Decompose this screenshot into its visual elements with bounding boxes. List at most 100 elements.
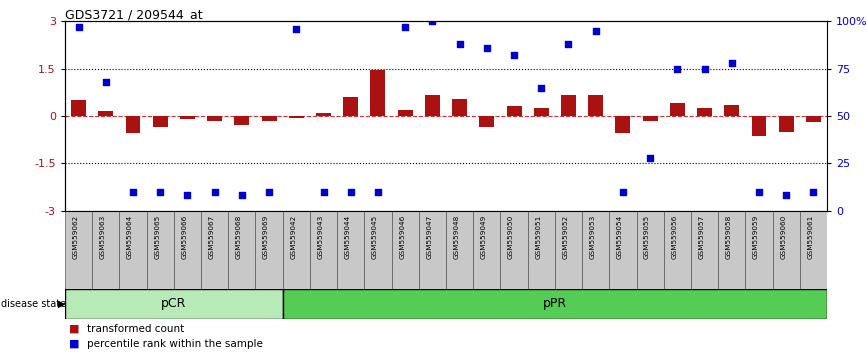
Bar xyxy=(235,116,249,125)
Bar xyxy=(282,211,310,289)
Bar xyxy=(316,113,331,116)
Bar xyxy=(452,98,467,116)
Bar xyxy=(561,96,576,116)
Point xyxy=(262,189,276,194)
Text: GSM559051: GSM559051 xyxy=(535,215,541,259)
Bar xyxy=(180,116,195,119)
Bar xyxy=(288,116,304,118)
Bar xyxy=(669,103,685,116)
Point xyxy=(180,193,194,198)
Point xyxy=(398,24,412,30)
Point xyxy=(480,45,494,51)
Bar xyxy=(588,96,603,116)
Point xyxy=(289,26,303,32)
Bar xyxy=(71,100,86,116)
Text: GSM559064: GSM559064 xyxy=(127,215,133,259)
Bar xyxy=(582,211,610,289)
Bar xyxy=(391,211,419,289)
Point xyxy=(126,189,140,194)
Text: GSM559069: GSM559069 xyxy=(263,215,269,259)
Text: GSM559055: GSM559055 xyxy=(644,215,650,259)
Text: GSM559047: GSM559047 xyxy=(426,215,432,259)
Text: GSM559056: GSM559056 xyxy=(671,215,677,259)
Bar xyxy=(663,211,691,289)
Text: disease state: disease state xyxy=(1,298,66,309)
Point xyxy=(698,66,712,72)
Point xyxy=(208,189,222,194)
Text: transformed count: transformed count xyxy=(87,324,184,333)
Point xyxy=(779,193,793,198)
Bar xyxy=(397,110,412,116)
Text: ■: ■ xyxy=(69,339,80,349)
Text: GSM559067: GSM559067 xyxy=(209,215,215,259)
Bar xyxy=(746,211,772,289)
Text: GDS3721 / 209544_at: GDS3721 / 209544_at xyxy=(65,8,203,21)
Text: percentile rank within the sample: percentile rank within the sample xyxy=(87,339,262,349)
Bar xyxy=(555,211,582,289)
Bar xyxy=(643,116,657,121)
Point xyxy=(344,189,358,194)
Point xyxy=(99,79,113,85)
Point xyxy=(453,41,467,47)
Bar xyxy=(419,211,446,289)
Bar xyxy=(229,211,255,289)
Text: pPR: pPR xyxy=(543,297,567,310)
Bar xyxy=(697,108,712,116)
Text: ▶: ▶ xyxy=(58,298,66,309)
Bar xyxy=(425,96,440,116)
Bar xyxy=(65,289,282,319)
Point xyxy=(561,41,575,47)
Text: GSM559042: GSM559042 xyxy=(290,215,296,259)
Text: GSM559068: GSM559068 xyxy=(236,215,242,259)
Point xyxy=(643,155,657,160)
Bar xyxy=(262,116,276,121)
Text: pCR: pCR xyxy=(161,297,186,310)
Bar xyxy=(146,211,174,289)
Text: GSM559059: GSM559059 xyxy=(753,215,759,259)
Bar xyxy=(207,116,222,121)
Point xyxy=(616,189,630,194)
Bar xyxy=(800,211,827,289)
Text: GSM559043: GSM559043 xyxy=(318,215,324,259)
Bar xyxy=(337,211,365,289)
Point xyxy=(589,28,603,34)
Bar xyxy=(691,211,718,289)
Text: GSM559060: GSM559060 xyxy=(780,215,786,259)
Bar xyxy=(527,211,555,289)
Point xyxy=(371,189,385,194)
Point xyxy=(72,24,86,30)
Bar xyxy=(255,211,282,289)
Bar xyxy=(365,211,391,289)
Text: GSM559066: GSM559066 xyxy=(182,215,187,259)
Point xyxy=(153,189,167,194)
Bar xyxy=(343,97,359,116)
Text: GSM559049: GSM559049 xyxy=(481,215,487,259)
Point xyxy=(317,189,331,194)
Bar xyxy=(501,211,527,289)
Bar xyxy=(718,211,746,289)
Text: GSM559053: GSM559053 xyxy=(590,215,596,259)
Text: GSM559062: GSM559062 xyxy=(73,215,79,259)
Text: GSM559061: GSM559061 xyxy=(807,215,813,259)
Bar xyxy=(479,116,494,127)
Bar xyxy=(507,107,521,116)
Point xyxy=(725,60,739,66)
Point xyxy=(534,85,548,90)
Bar xyxy=(92,211,120,289)
Bar xyxy=(616,116,630,133)
Bar xyxy=(120,211,146,289)
Text: GSM559044: GSM559044 xyxy=(345,215,351,259)
Point xyxy=(806,189,820,194)
Bar xyxy=(371,70,385,116)
Bar xyxy=(724,105,740,116)
Text: GSM559045: GSM559045 xyxy=(372,215,378,259)
Bar xyxy=(473,211,501,289)
Bar xyxy=(806,116,821,122)
Text: ■: ■ xyxy=(69,324,80,333)
Bar xyxy=(772,211,800,289)
Bar xyxy=(282,289,827,319)
Point xyxy=(670,66,684,72)
Bar xyxy=(152,116,168,127)
Text: GSM559058: GSM559058 xyxy=(726,215,732,259)
Text: GSM559065: GSM559065 xyxy=(154,215,160,259)
